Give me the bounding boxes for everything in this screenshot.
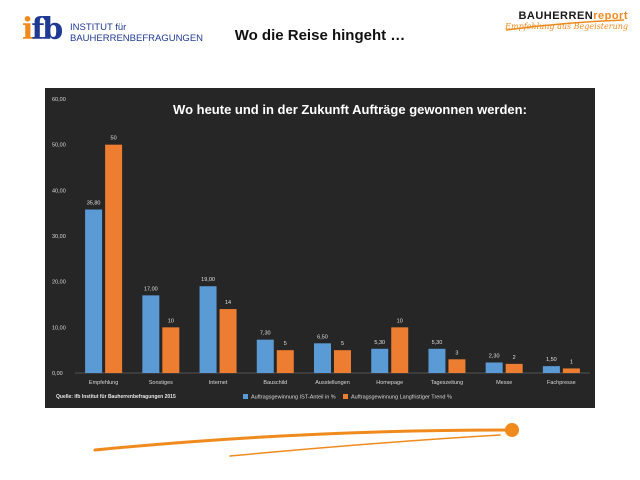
- category-label: Homepage: [376, 380, 403, 386]
- bar-trend: [105, 144, 123, 373]
- data-label: 5,30: [432, 340, 443, 346]
- ifb-logo-line2: BAUHERRENBEFRAGUNGEN: [70, 33, 204, 44]
- bar-ist: [542, 366, 560, 373]
- category-label: Internet: [209, 380, 228, 386]
- bar-ist: [371, 348, 389, 373]
- bar-ist: [142, 295, 160, 373]
- data-label: 6,50: [317, 334, 328, 340]
- bar-trend: [505, 363, 523, 373]
- y-tick-label: 10,00: [52, 325, 66, 331]
- bar-trend: [162, 327, 180, 373]
- chart-title: Wo heute und in der Zukunft Aufträge gew…: [173, 102, 527, 117]
- data-label: 5,30: [374, 340, 385, 346]
- data-label: 17,00: [144, 286, 158, 292]
- category-label: Bauschild: [263, 380, 287, 386]
- bar-trend: [448, 359, 466, 373]
- ifb-logo: iifbfb INSTITUT für BAUHERRENBEFRAGUNGEN: [22, 10, 203, 52]
- category-label: Empfehlung: [89, 380, 118, 386]
- logo-word-bauherren: BAUHERREN: [518, 10, 594, 22]
- chart-source: Quelle: ifb Institut für Bauherrenbefrag…: [56, 394, 176, 400]
- y-tick-label: 50,00: [52, 143, 66, 149]
- bar-ist: [428, 348, 446, 373]
- y-tick-label: 60,00: [52, 97, 66, 103]
- data-label: 3: [455, 350, 458, 356]
- bar-trend: [219, 309, 237, 373]
- logo-swoosh-icon: [505, 19, 625, 31]
- category-label: Tageszeitung: [431, 380, 463, 386]
- slide-title: Wo die Reise hingeht …: [234, 27, 406, 44]
- data-label: 5: [284, 341, 287, 347]
- y-tick-label: 30,00: [52, 234, 66, 240]
- category-label: Sonstiges: [149, 380, 173, 386]
- data-label: 35,80: [87, 201, 101, 207]
- data-label: 14: [225, 300, 231, 306]
- data-label: 10: [397, 318, 403, 324]
- bar-trend: [562, 368, 580, 373]
- data-label: 10: [168, 318, 174, 324]
- bar-trend: [391, 327, 409, 373]
- category-label: Fachpresse: [547, 380, 576, 386]
- data-label: 2: [513, 355, 516, 361]
- data-label: 2,30: [489, 353, 500, 359]
- bar-ist: [199, 286, 217, 373]
- data-label: 5: [341, 341, 344, 347]
- bar-ist: [85, 209, 103, 373]
- category-label: Messe: [496, 380, 512, 386]
- y-tick-label: 0,00: [52, 371, 63, 377]
- bar-ist: [485, 362, 503, 373]
- data-label: 50: [111, 136, 117, 142]
- bar-chart: Wo heute und in der Zukunft Aufträge gew…: [52, 97, 590, 401]
- data-label: 19,00: [201, 277, 215, 283]
- chart-container: Wo heute und in der Zukunft Aufträge gew…: [45, 88, 595, 408]
- category-label: Ausstellungen: [315, 380, 350, 386]
- ifb-logo-mark: iifbfb: [22, 12, 63, 47]
- data-label: 7,30: [260, 331, 271, 337]
- logo-word-report: report: [593, 10, 628, 22]
- bottom-swoosh-icon: [93, 423, 519, 457]
- bar-ist: [314, 343, 331, 373]
- legend-label-ist: Auftragsgewinnung IST-Anteil in %: [251, 395, 336, 401]
- y-tick-label: 40,00: [52, 188, 66, 194]
- ifb-logo-line1: INSTITUT für: [70, 22, 127, 33]
- legend-label-trend: Auftragsgewinnung Langfristiger Trend %: [351, 395, 452, 401]
- y-tick-label: 20,00: [52, 280, 66, 286]
- logo-tagline: Empfehlung aus Begeisterung: [505, 22, 628, 31]
- bar-trend: [276, 350, 294, 373]
- bauherrenreport-logo: BAUHERRENreport Empfehlung aus Begeister…: [496, 10, 628, 44]
- legend-swatch-ist: [243, 394, 248, 399]
- data-label: 1: [570, 359, 573, 365]
- bar-trend: [334, 350, 351, 373]
- legend-swatch-trend: [343, 394, 348, 399]
- data-label: 1,50: [546, 357, 557, 363]
- bar-ist: [256, 339, 274, 373]
